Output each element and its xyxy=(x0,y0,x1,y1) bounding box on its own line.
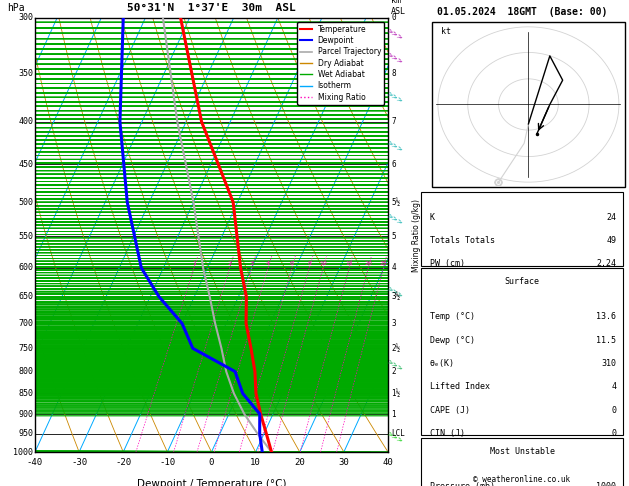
Text: Surface: Surface xyxy=(504,278,540,286)
Text: 310: 310 xyxy=(601,359,616,368)
Text: 6: 6 xyxy=(391,160,396,169)
Text: 20: 20 xyxy=(364,260,372,266)
Text: 0: 0 xyxy=(611,429,616,438)
Text: 500: 500 xyxy=(18,198,33,207)
Text: 2.24: 2.24 xyxy=(596,260,616,268)
Text: -30: -30 xyxy=(71,458,87,467)
Text: Mixing Ratio (g/kg): Mixing Ratio (g/kg) xyxy=(412,198,421,272)
Text: 30: 30 xyxy=(338,458,349,467)
Text: -40: -40 xyxy=(27,458,43,467)
Text: 0: 0 xyxy=(611,406,616,415)
Bar xyxy=(421,192,623,266)
Text: >>>: >>> xyxy=(386,285,404,298)
Text: 8: 8 xyxy=(308,260,311,266)
Text: 0: 0 xyxy=(209,458,214,467)
Text: 40: 40 xyxy=(382,458,393,467)
Bar xyxy=(421,438,623,486)
Text: 24: 24 xyxy=(606,213,616,222)
Text: Lifted Index: Lifted Index xyxy=(430,382,490,391)
Text: 4: 4 xyxy=(611,382,616,391)
Text: >>>: >>> xyxy=(386,358,404,371)
Text: >>>: >>> xyxy=(386,212,404,226)
Text: CAPE (J): CAPE (J) xyxy=(430,406,470,415)
Text: K: K xyxy=(430,213,435,222)
Text: -10: -10 xyxy=(159,458,175,467)
Text: PW (cm): PW (cm) xyxy=(430,260,465,268)
Text: hPa: hPa xyxy=(7,3,25,13)
Text: 8: 8 xyxy=(391,69,396,78)
Bar xyxy=(421,268,623,435)
Text: 6: 6 xyxy=(290,260,294,266)
Text: 450: 450 xyxy=(18,160,33,169)
Text: 2: 2 xyxy=(228,260,231,266)
Text: 850: 850 xyxy=(18,389,33,398)
Text: 4: 4 xyxy=(391,263,396,272)
Text: Dewpoint / Temperature (°C): Dewpoint / Temperature (°C) xyxy=(136,479,286,486)
Text: 49: 49 xyxy=(606,236,616,245)
Text: kt: kt xyxy=(441,27,451,36)
Text: 13.6: 13.6 xyxy=(596,312,616,321)
Text: 300: 300 xyxy=(18,14,33,22)
Text: Totals Totals: Totals Totals xyxy=(430,236,495,245)
Text: 800: 800 xyxy=(18,367,33,376)
Text: 3: 3 xyxy=(250,260,254,266)
Text: LCL: LCL xyxy=(391,429,405,438)
Text: >>>: >>> xyxy=(386,90,404,104)
Text: 1: 1 xyxy=(192,260,196,266)
Text: 15: 15 xyxy=(345,260,353,266)
Text: -20: -20 xyxy=(115,458,131,467)
Text: 350: 350 xyxy=(18,69,33,78)
Text: 600: 600 xyxy=(18,263,33,272)
Text: 2: 2 xyxy=(391,367,396,376)
Text: Temp (°C): Temp (°C) xyxy=(430,312,475,321)
Text: 1½: 1½ xyxy=(391,389,401,398)
Legend: Temperature, Dewpoint, Parcel Trajectory, Dry Adiabat, Wet Adiabat, Isotherm, Mi: Temperature, Dewpoint, Parcel Trajectory… xyxy=(297,22,384,104)
Text: 650: 650 xyxy=(18,292,33,301)
Text: Pressure (mb): Pressure (mb) xyxy=(430,482,495,486)
Text: 1000: 1000 xyxy=(596,482,616,486)
Text: 950: 950 xyxy=(18,429,33,438)
Text: 550: 550 xyxy=(18,232,33,241)
Text: 3: 3 xyxy=(391,319,396,328)
Text: CIN (J): CIN (J) xyxy=(430,429,465,438)
Text: 01.05.2024  18GMT  (Base: 00): 01.05.2024 18GMT (Base: 00) xyxy=(437,7,607,17)
Text: 400: 400 xyxy=(18,117,33,126)
Text: 750: 750 xyxy=(18,344,33,353)
Text: 10: 10 xyxy=(250,458,261,467)
Text: >>>: >>> xyxy=(386,27,404,41)
Bar xyxy=(432,22,625,187)
Text: 4: 4 xyxy=(266,260,270,266)
Text: >>>: >>> xyxy=(386,139,404,153)
Text: 0: 0 xyxy=(391,14,396,22)
Text: 11.5: 11.5 xyxy=(596,336,616,345)
Text: 50°31'N  1°37'E  30m  ASL: 50°31'N 1°37'E 30m ASL xyxy=(127,3,296,13)
Text: 20: 20 xyxy=(294,458,305,467)
Text: Dewp (°C): Dewp (°C) xyxy=(430,336,475,345)
Text: © weatheronline.co.uk: © weatheronline.co.uk xyxy=(474,474,571,484)
Text: 900: 900 xyxy=(18,410,33,418)
Text: 5: 5 xyxy=(391,232,396,241)
Text: >>>: >>> xyxy=(386,431,404,444)
Text: 7: 7 xyxy=(391,117,396,126)
Text: 700: 700 xyxy=(18,319,33,328)
Text: 25: 25 xyxy=(379,260,387,266)
Text: Most Unstable: Most Unstable xyxy=(489,447,555,456)
Text: 1: 1 xyxy=(391,410,396,418)
Text: 3½: 3½ xyxy=(391,292,401,301)
Text: 10: 10 xyxy=(320,260,327,266)
Text: >>>: >>> xyxy=(386,52,404,65)
Text: km
ASL: km ASL xyxy=(391,0,406,16)
Text: 2½: 2½ xyxy=(391,344,401,353)
Text: 5½: 5½ xyxy=(391,198,401,207)
Text: 1000: 1000 xyxy=(13,448,33,456)
Text: θₑ(K): θₑ(K) xyxy=(430,359,455,368)
